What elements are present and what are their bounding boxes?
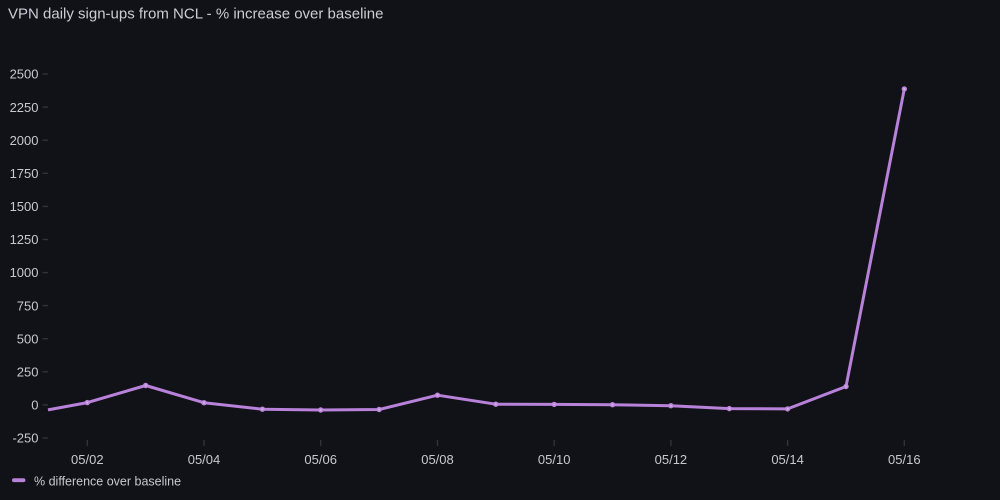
svg-text:05/06: 05/06 — [304, 452, 337, 467]
svg-text:05/16: 05/16 — [888, 452, 921, 467]
svg-text:2000: 2000 — [10, 133, 39, 148]
svg-text:2500: 2500 — [10, 67, 39, 82]
svg-text:250: 250 — [17, 365, 39, 380]
svg-text:05/12: 05/12 — [655, 452, 688, 467]
svg-text:1250: 1250 — [10, 232, 39, 247]
svg-text:05/02: 05/02 — [71, 452, 104, 467]
svg-text:1500: 1500 — [10, 199, 39, 214]
svg-text:0: 0 — [31, 398, 38, 413]
svg-text:2250: 2250 — [10, 100, 39, 115]
svg-text:05/08: 05/08 — [421, 452, 454, 467]
svg-text:% difference over baseline: % difference over baseline — [34, 475, 181, 489]
svg-text:05/14: 05/14 — [771, 452, 804, 467]
svg-text:VPN daily sign-ups from NCL -: VPN daily sign-ups from NCL - % increase… — [8, 6, 383, 23]
svg-text:500: 500 — [17, 331, 39, 346]
svg-text:05/10: 05/10 — [538, 452, 571, 467]
svg-text:750: 750 — [17, 298, 39, 313]
svg-text:1750: 1750 — [10, 166, 39, 181]
svg-text:-250: -250 — [12, 431, 38, 446]
svg-text:1000: 1000 — [10, 265, 39, 280]
svg-text:05/04: 05/04 — [188, 452, 221, 467]
